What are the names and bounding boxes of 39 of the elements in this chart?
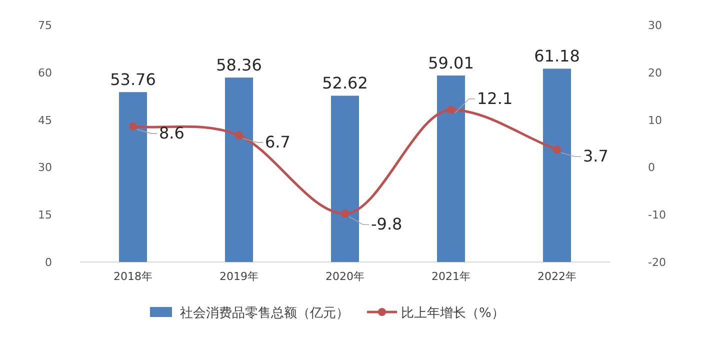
y2-tick-label: 0 [648, 161, 655, 174]
y2-tick-label: -20 [648, 256, 666, 269]
bar [331, 96, 359, 262]
y-tick-label: 0 [45, 256, 52, 269]
data-label: -9.8 [371, 214, 402, 234]
data-label: 3.7 [583, 146, 608, 166]
y-tick-label: 15 [38, 208, 52, 222]
x-tick-label: 2020年 [326, 270, 364, 283]
x-tick-label: 2022年 [538, 270, 576, 283]
point [447, 106, 455, 114]
legend-label: 社会消费品零售总额（亿元） [180, 306, 349, 321]
x-tick-label: 2019年 [220, 270, 258, 283]
data-label: 6.7 [265, 132, 290, 152]
data-label: 12.1 [477, 88, 513, 108]
bar [543, 68, 571, 262]
y2-tick-label: 10 [648, 114, 662, 127]
x-tick-label: 2021年 [432, 270, 470, 283]
data-label: 8.6 [159, 123, 184, 142]
data-label: 52.62 [322, 74, 368, 93]
bar [225, 78, 253, 262]
legend-label: 比上年增长（%） [401, 306, 504, 321]
y-tick-label: 60 [38, 66, 52, 80]
bar [437, 76, 465, 262]
data-label: 58.36 [216, 56, 262, 75]
data-label: 61.18 [534, 46, 580, 66]
x-tick-label: 2018年 [114, 270, 152, 283]
y2-tick-label: 20 [648, 66, 662, 80]
y2-tick-label: -10 [648, 208, 666, 222]
bar [119, 92, 147, 262]
y-tick-label: 75 [38, 19, 52, 32]
data-label: 53.76 [110, 70, 156, 90]
point [129, 122, 137, 130]
point [341, 210, 349, 218]
point [235, 131, 243, 140]
data-label: 59.01 [428, 54, 474, 73]
point [553, 146, 561, 154]
y2-tick-label: 30 [648, 19, 662, 32]
y-tick-label: 45 [38, 114, 52, 127]
y-tick-label: 30 [38, 161, 52, 174]
